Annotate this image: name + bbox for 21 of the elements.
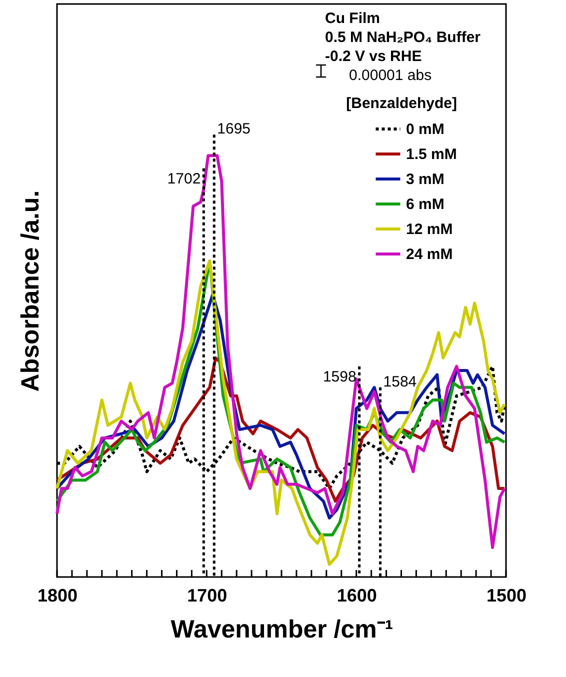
x-tick-label: 1800 bbox=[37, 586, 78, 606]
legend-label: 3 mM bbox=[406, 171, 444, 188]
legend-label: 24 mM bbox=[406, 246, 453, 263]
x-tick-label: 1700 bbox=[187, 586, 228, 606]
text: 0.5 M NaH₂PO₄ Buffer bbox=[325, 29, 481, 46]
x-tick-label: 1500 bbox=[486, 586, 527, 606]
legend-label: 6 mM bbox=[406, 196, 444, 213]
ref-line-label: 1695 bbox=[217, 120, 251, 138]
legend-title: [Benzaldehyde] bbox=[346, 95, 457, 112]
legend-label: 0 mM bbox=[406, 121, 444, 138]
legend-label: 12 mM bbox=[406, 221, 453, 238]
x-tick-label: 1600 bbox=[336, 586, 377, 606]
x-axis-title: Wavenumber /cm⁻¹ bbox=[170, 616, 394, 644]
y-axis-title: Absorbance /a.u. bbox=[16, 190, 44, 392]
ref-line-label: 1598 bbox=[322, 368, 356, 386]
text: 0.00001 abs bbox=[349, 67, 432, 84]
ref-line-label: 1584 bbox=[383, 373, 417, 390]
legend-label: 1.5 mM bbox=[406, 146, 457, 163]
text: -0.2 V vs RHE bbox=[325, 48, 422, 65]
ref-line-label: 1702 bbox=[167, 170, 201, 188]
text: Cu Film bbox=[325, 10, 380, 27]
